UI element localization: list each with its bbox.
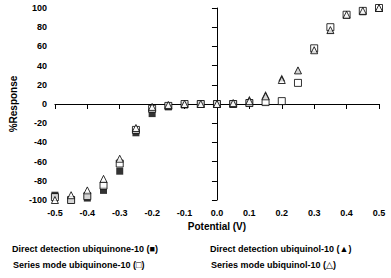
- svg-text:0.3: 0.3: [308, 208, 321, 218]
- svg-text:60: 60: [37, 41, 47, 51]
- svg-text:0.2: 0.2: [276, 208, 289, 218]
- svg-text:-100: -100: [29, 195, 47, 205]
- svg-text:Direct detection ubiquinol-10: Direct detection ubiquinol-10 (▲): [210, 244, 351, 254]
- svg-text:Potential (V): Potential (V): [188, 221, 246, 232]
- svg-text:20: 20: [37, 80, 47, 90]
- svg-text:40: 40: [37, 61, 47, 71]
- svg-text:100: 100: [32, 3, 47, 13]
- svg-text:0: 0: [42, 99, 47, 109]
- svg-text:80: 80: [37, 22, 47, 32]
- svg-text:%Response: %Response: [8, 75, 19, 132]
- svg-text:0.1: 0.1: [243, 208, 256, 218]
- svg-text:-80: -80: [34, 176, 47, 186]
- svg-text:-40: -40: [34, 137, 47, 147]
- svg-text:Series mode ubiquinone-10 (□): Series mode ubiquinone-10 (□): [13, 260, 144, 270]
- svg-text:0.0: 0.0: [211, 208, 224, 218]
- svg-text:0.4: 0.4: [340, 208, 353, 218]
- svg-text:Direct detection ubiquinone-10: Direct detection ubiquinone-10 (■): [12, 244, 158, 254]
- svg-text:Series mode ubiquinol-10 (△): Series mode ubiquinol-10 (△): [211, 260, 336, 270]
- svg-text:-60: -60: [34, 157, 47, 167]
- svg-text:0.5: 0.5: [373, 208, 386, 218]
- svg-text:-20: -20: [34, 118, 47, 128]
- svg-text:-0.3: -0.3: [112, 208, 128, 218]
- svg-text:-0.5: -0.5: [47, 208, 63, 218]
- svg-text:-0.4: -0.4: [80, 208, 96, 218]
- svg-text:-0.1: -0.1: [177, 208, 193, 218]
- svg-text:-0.2: -0.2: [144, 208, 160, 218]
